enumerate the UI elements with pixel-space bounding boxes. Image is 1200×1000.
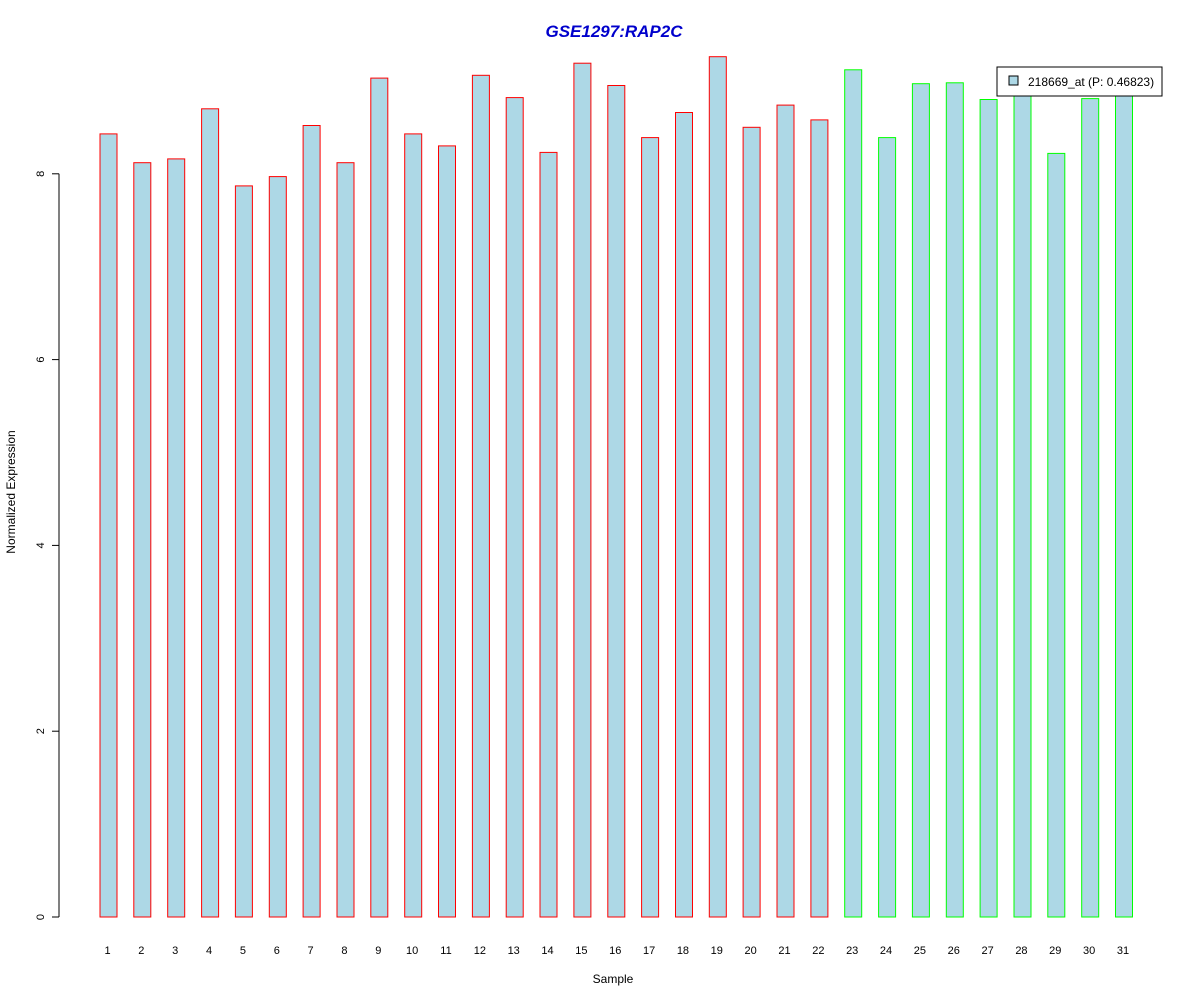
- bar-28: [1013, 90, 1032, 918]
- x-tick-label: 10: [406, 945, 418, 957]
- x-tick-label: 2: [138, 945, 144, 957]
- x-tick-label: 16: [609, 945, 621, 957]
- y-tick-label: 2: [35, 728, 47, 734]
- bar-1: [99, 133, 118, 918]
- legend-entry-label: 218669_at (P: 0.46823): [1028, 75, 1154, 89]
- x-tick-label: 12: [474, 945, 486, 957]
- bar-26: [945, 82, 964, 918]
- x-tick-label: 24: [880, 945, 892, 957]
- x-tick-label: 31: [1117, 945, 1129, 957]
- legend: 218669_at (P: 0.46823): [996, 66, 1163, 97]
- bar-13: [505, 97, 524, 918]
- x-tick-label: 29: [1049, 945, 1061, 957]
- bar-2: [133, 162, 152, 918]
- legend-box: [996, 66, 1163, 97]
- bar-6: [268, 176, 287, 918]
- x-tick-label: 4: [206, 945, 212, 957]
- x-tick-label: 17: [643, 945, 655, 957]
- x-tick-labels: 1 2 3 4 5 6 7 8 9 10 11 12 13 14 15 16 17 18 19 20 21 22 23 24 2…: [104, 945, 1129, 957]
- bar-24: [878, 137, 897, 918]
- bar-30: [1081, 98, 1100, 918]
- x-tick-label: 27: [981, 945, 993, 957]
- x-axis-label: Sample: [593, 972, 634, 986]
- x-tick-label: 5: [240, 945, 246, 957]
- x-tick-label: 7: [308, 945, 314, 957]
- x-tick-label: 22: [812, 945, 824, 957]
- x-tick-label: 13: [508, 945, 520, 957]
- x-tick-label: 20: [745, 945, 757, 957]
- bar-21: [776, 104, 795, 918]
- bar-8: [336, 162, 355, 918]
- y-axis: 0 2 4 6 8: [35, 171, 60, 920]
- x-tick-label: 8: [341, 945, 347, 957]
- y-tick-label: 4: [35, 542, 47, 548]
- x-tick-label: 15: [575, 945, 587, 957]
- bar-7: [302, 125, 321, 918]
- bar-11: [438, 145, 456, 918]
- x-tick-label: 9: [375, 945, 381, 957]
- bar-22: [810, 119, 829, 918]
- x-tick-label: 19: [711, 945, 723, 957]
- bar-16: [607, 85, 626, 918]
- x-tick-label: 1: [104, 945, 110, 957]
- bar-31: [1115, 91, 1133, 918]
- x-tick-label: 6: [274, 945, 280, 957]
- bar-19: [708, 56, 727, 918]
- bar-series: [99, 56, 1133, 918]
- bar-3: [167, 158, 186, 918]
- bar-27: [979, 99, 998, 918]
- x-tick-label: 14: [541, 945, 553, 957]
- y-tick-label: 8: [35, 171, 47, 177]
- bar-4: [201, 108, 220, 918]
- legend-swatch: [1008, 75, 1019, 86]
- chart-title: GSE1297:RAP2C: [545, 22, 683, 41]
- bar-17: [641, 137, 660, 918]
- bar-15: [573, 62, 592, 918]
- x-tick-label: 11: [440, 945, 451, 957]
- x-tick-label: 18: [677, 945, 689, 957]
- y-tick-label: 6: [35, 357, 47, 363]
- bar-29: [1047, 152, 1066, 918]
- bar-12: [471, 74, 490, 918]
- x-tick-label: 26: [948, 945, 960, 957]
- bar-18: [675, 112, 693, 918]
- bar-5: [234, 185, 253, 918]
- y-axis-label: Normalized Expression: [4, 430, 18, 553]
- bar-14: [539, 151, 558, 918]
- x-tick-label: 30: [1083, 945, 1095, 957]
- bar-10: [404, 133, 423, 918]
- bar-9: [370, 77, 389, 918]
- bar-20: [742, 126, 761, 918]
- x-tick-label: 28: [1015, 945, 1027, 957]
- x-tick-label: 21: [778, 945, 790, 957]
- bar-23: [844, 69, 863, 918]
- bar-25: [911, 83, 930, 918]
- x-tick-label: 3: [172, 945, 178, 957]
- x-tick-label: 25: [914, 945, 926, 957]
- y-tick-label: 0: [35, 914, 47, 920]
- x-tick-label: 23: [846, 945, 858, 957]
